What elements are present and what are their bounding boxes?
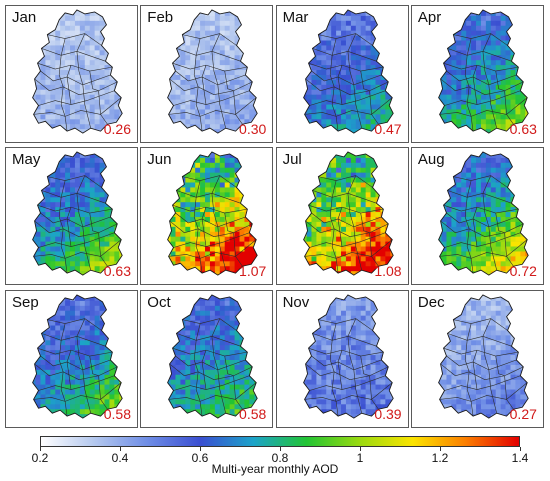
month-label: Oct — [147, 293, 171, 311]
colorbar-tick-label: 0.2 — [31, 451, 49, 465]
monthly-map-grid: Jan 0.26 Feb 0.30 Mar 0.47 Apr 0.63 May 0.63 Jun 1.… — [5, 5, 545, 428]
month-label: May — [12, 151, 41, 169]
colorbar-tick-label: 0.8 — [271, 451, 289, 465]
mean-aod-value: 0.39 — [374, 405, 402, 422]
mean-aod-value: 1.07 — [239, 263, 267, 280]
map-panel-nov: Nov 0.39 — [275, 289, 409, 428]
aod-map-jan — [32, 9, 123, 134]
colorbar-tick-label: 1.2 — [431, 451, 449, 465]
month-label: Apr — [417, 9, 442, 26]
colorbar-tick — [439, 447, 441, 451]
colorbar-tick-label: 0.4 — [111, 451, 129, 465]
mean-aod-value: 0.63 — [103, 263, 131, 280]
map-panel-aug: Aug 0.72 — [410, 147, 544, 286]
aod-map-nov — [302, 294, 394, 419]
mean-aod-value: 0.30 — [239, 121, 267, 137]
month-label: Dec — [417, 293, 445, 311]
mean-aod-value: 0.47 — [374, 121, 402, 137]
mean-aod-value: 1.08 — [374, 263, 402, 280]
aod-map-may — [32, 151, 123, 276]
colorbar-tick-label: 1 — [356, 451, 364, 465]
aod-map-feb — [167, 9, 259, 134]
month-label: Jul — [282, 151, 302, 169]
mean-aod-value: 0.27 — [509, 405, 537, 422]
month-label: Sep — [12, 293, 39, 311]
colorbar-tick — [279, 447, 281, 451]
mean-aod-value: 0.58 — [239, 405, 267, 422]
map-panel-apr: Apr 0.63 — [410, 5, 544, 143]
colorbar-tick — [199, 447, 201, 451]
month-label: Jan — [12, 9, 37, 26]
colorbar — [40, 436, 520, 447]
map-panel-jan: Jan 0.26 — [5, 5, 138, 143]
map-panel-mar: Mar 0.47 — [275, 5, 409, 143]
aod-map-aug — [437, 151, 529, 276]
aod-map-jun — [167, 151, 259, 276]
aod-map-sep — [32, 294, 123, 419]
mean-aod-value: 0.72 — [509, 263, 537, 280]
aod-map-dec — [437, 294, 529, 419]
map-panel-may: May 0.63 — [5, 147, 138, 286]
colorbar-tick — [519, 447, 521, 451]
mean-aod-value: 0.63 — [509, 121, 537, 137]
colorbar-tick — [39, 447, 41, 451]
map-panel-jul: Jul 1.08 — [275, 147, 409, 286]
map-panel-oct: Oct 0.58 — [140, 289, 274, 428]
mean-aod-value: 0.26 — [103, 121, 131, 137]
month-label: Mar — [282, 9, 309, 26]
month-label: Aug — [417, 151, 445, 169]
aod-map-mar — [302, 9, 394, 134]
map-panel-dec: Dec 0.27 — [410, 289, 544, 428]
colorbar-tick — [359, 447, 361, 451]
map-panel-feb: Feb 0.30 — [140, 5, 274, 143]
colorbar-tick — [119, 447, 121, 451]
aod-map-jul — [302, 151, 394, 276]
colorbar-title: Multi-year monthly AOD — [211, 462, 339, 476]
mean-aod-value: 0.58 — [103, 405, 131, 422]
map-panel-sep: Sep 0.58 — [5, 289, 138, 428]
colorbar-tick-label: 0.6 — [191, 451, 209, 465]
month-label: Jun — [147, 151, 172, 169]
aod-map-apr — [437, 9, 529, 134]
month-label: Nov — [282, 293, 310, 311]
month-label: Feb — [147, 9, 174, 26]
colorbar-tick-label: 1.4 — [511, 451, 529, 465]
map-panel-jun: Jun 1.07 — [140, 147, 274, 286]
aod-map-oct — [167, 294, 259, 419]
